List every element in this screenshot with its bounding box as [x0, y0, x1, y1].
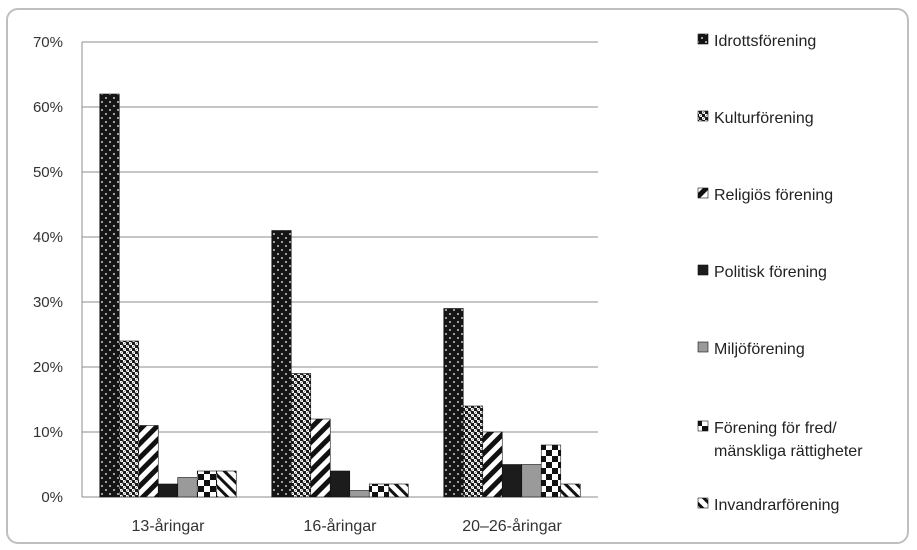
- legend: Idrottsförening Kulturförening Religiös fö…: [697, 33, 863, 514]
- bar-0-1: [118, 340, 140, 498]
- bar-2-2: [482, 431, 503, 498]
- bar-1-0: [271, 230, 292, 498]
- bar-1-3: [329, 470, 351, 498]
- x-tick-label: 20–26-åringar: [462, 517, 562, 535]
- y-tick-label: 30%: [33, 294, 63, 311]
- legend-swatch: [697, 497, 709, 509]
- y-tick-label: 40%: [33, 229, 63, 246]
- legend-swatch: [697, 420, 709, 432]
- bar-2-0: [443, 308, 464, 498]
- bar-1-4: [349, 490, 370, 498]
- y-tick-label: 20%: [33, 359, 63, 376]
- y-tick-label: 50%: [33, 164, 63, 181]
- bar-0-2: [138, 425, 159, 498]
- x-axis: 13-åringar 16-åringar 20–26-åringar: [132, 517, 563, 535]
- bar-2-1: [462, 405, 484, 498]
- bar-2-5: [540, 444, 562, 498]
- bar-0-0: [99, 93, 120, 498]
- bar-1-5: [368, 483, 390, 498]
- bar-1-6: [388, 483, 409, 498]
- bar-0-3: [157, 483, 179, 498]
- legend-label: Idrottsförening: [714, 33, 816, 50]
- x-tick-label: 13-åringar: [132, 517, 206, 535]
- y-tick-label: 0%: [41, 489, 63, 506]
- legend-label: Invandrarförening: [714, 497, 839, 514]
- legend-swatch: [697, 33, 709, 45]
- legend-label: Förening för fred/: [714, 420, 837, 437]
- bar-1-2: [310, 418, 331, 498]
- bars: [99, 93, 581, 498]
- legend-swatch: [697, 110, 709, 122]
- legend-label: Kulturförening: [714, 110, 814, 127]
- legend-label: Miljöförening: [714, 341, 805, 358]
- bar-2-3: [501, 464, 523, 498]
- y-axis: 0% 10% 20% 30% 40% 50% 60% 70%: [33, 34, 83, 506]
- legend-label: mänskliga rättigheter: [714, 443, 863, 460]
- bar-2-4: [521, 464, 542, 498]
- x-tick-label: 16-åringar: [304, 517, 378, 535]
- bar-0-4: [177, 477, 198, 498]
- y-tick-label: 10%: [33, 424, 63, 441]
- y-tick-label: 60%: [33, 99, 63, 116]
- legend-label: Politisk förening: [714, 264, 827, 281]
- bar-0-6: [216, 470, 237, 498]
- bar-0-5: [196, 470, 218, 498]
- bar-2-6: [560, 483, 581, 498]
- y-tick-label: 70%: [33, 34, 63, 51]
- legend-label: Religiös förening: [714, 187, 833, 204]
- legend-swatch: [697, 264, 709, 276]
- legend-swatch: [697, 341, 709, 353]
- legend-swatch: [697, 187, 709, 199]
- gridlines: [82, 41, 598, 498]
- bar-1-1: [290, 373, 312, 498]
